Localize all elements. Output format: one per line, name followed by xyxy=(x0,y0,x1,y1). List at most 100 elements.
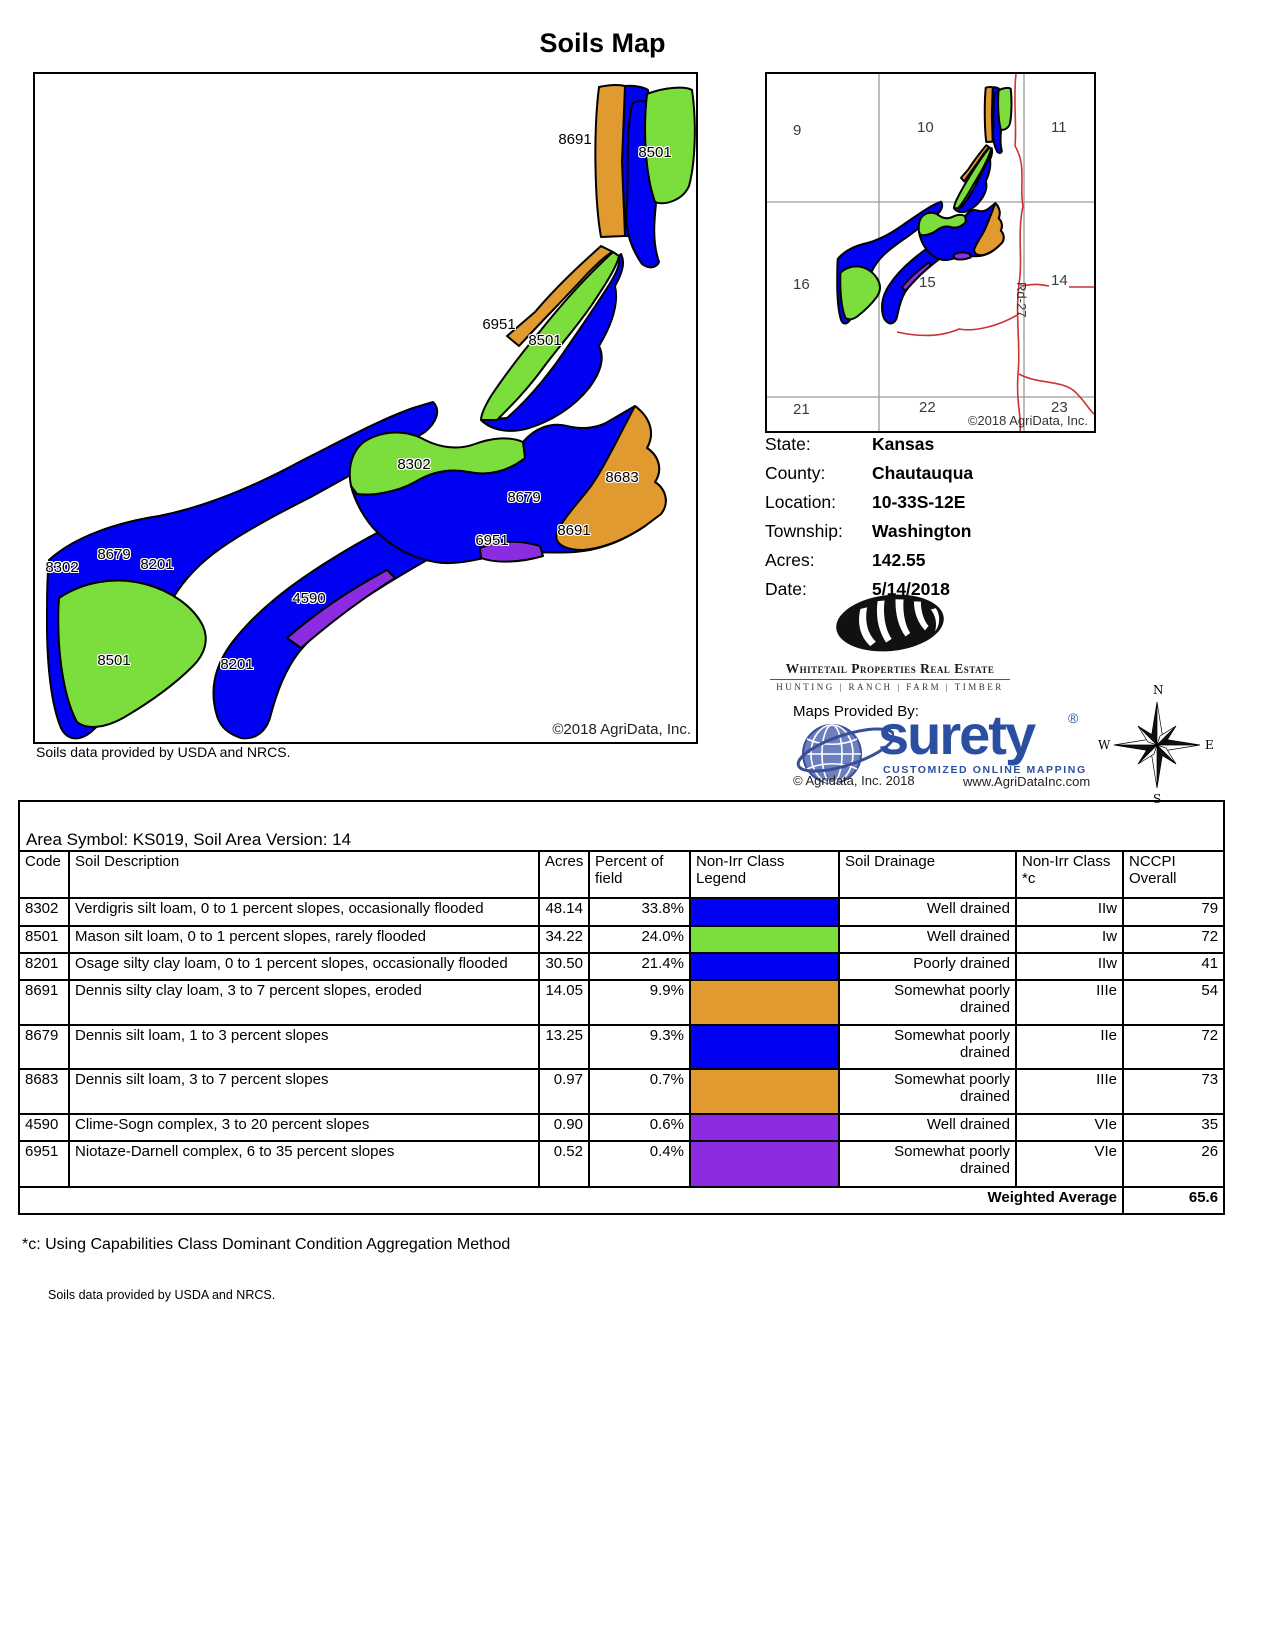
soil-code-label: 4590 xyxy=(292,590,326,607)
maps-provided-by-label: Maps Provided By: xyxy=(793,703,919,720)
cell-percent: 21.4% xyxy=(588,952,691,981)
cell-nonirr-class: IIe xyxy=(1015,1024,1124,1070)
cell-description: Dennis silt loam, 1 to 3 percent slopes xyxy=(68,1024,540,1070)
cell-nccpi: 41 xyxy=(1121,952,1226,981)
cell-nccpi: 73 xyxy=(1121,1068,1226,1115)
compass-east-label: E xyxy=(1205,738,1214,752)
compass-west-label: W xyxy=(1098,738,1111,752)
info-value: Kansas xyxy=(872,434,935,454)
soil-code-label: 8679 xyxy=(507,489,541,506)
map-copyright: ©2018 AgriData, Inc. xyxy=(552,721,691,738)
cell-acres: 14.05 xyxy=(538,979,590,1026)
info-label: State: xyxy=(765,434,811,454)
table-row: 8201 Osage silty clay loam, 0 to 1 perce… xyxy=(18,952,1226,981)
col-header-description: Soil Description xyxy=(68,850,540,899)
cell-nonirr-class: IIw xyxy=(1015,897,1124,927)
road-lines xyxy=(896,74,1094,431)
soils-data-table: Area Symbol: KS019, Soil Area Version: 1… xyxy=(17,800,1226,1215)
cell-code: 8501 xyxy=(18,925,70,954)
section-number: 14 xyxy=(1051,272,1068,289)
cell-percent: 24.0% xyxy=(588,925,691,954)
info-label: Township: xyxy=(765,521,843,541)
cell-code: 8691 xyxy=(18,979,70,1026)
info-row-county: County: Chautauqua xyxy=(765,459,1095,488)
weighted-average-value: 65.6 xyxy=(1121,1186,1226,1215)
section-number: 21 xyxy=(793,401,810,418)
cell-acres: 0.97 xyxy=(538,1068,590,1115)
whitetail-tagline: HUNTING | RANCH | FARM | TIMBER xyxy=(776,682,1004,692)
cell-percent: 9.9% xyxy=(588,979,691,1026)
cell-description: Dennis silt loam, 3 to 7 percent slopes xyxy=(68,1068,540,1115)
cell-drainage: Somewhat poorly drained xyxy=(838,1024,1017,1070)
col-header-acres: Acres xyxy=(538,850,590,899)
table-header-row: Code Soil Description Acres Percent of f… xyxy=(18,850,1226,899)
surety-logo: surety ® CUSTOMIZED ONLINE MAPPING xyxy=(790,703,1090,784)
cell-legend-swatch xyxy=(689,1068,840,1115)
cell-acres: 30.50 xyxy=(538,952,590,981)
cell-legend-swatch xyxy=(689,925,840,954)
info-value: 5/14/2018 xyxy=(872,579,950,599)
table-row: 8302 Verdigris silt loam, 0 to 1 percent… xyxy=(18,897,1226,927)
info-value: Chautauqua xyxy=(872,463,974,483)
cell-percent: 0.7% xyxy=(588,1068,691,1115)
info-label: County: xyxy=(765,463,826,483)
soils-map-canvas: 8691 8501 6951 8501 8302 8683 8679 8691 … xyxy=(33,72,698,744)
whitetail-paw-icon xyxy=(836,594,944,652)
section-number: 23 xyxy=(1051,399,1068,416)
cell-percent: 0.4% xyxy=(588,1140,691,1188)
weighted-average-label: Weighted Average xyxy=(18,1186,1124,1215)
soil-code-label: 8201 xyxy=(140,556,174,573)
soil-code-label: 8302 xyxy=(397,456,431,473)
cell-drainage: Somewhat poorly drained xyxy=(838,1140,1017,1188)
cell-legend-swatch xyxy=(689,1024,840,1070)
surety-globe-icon xyxy=(796,724,894,784)
col-header-legend: Non-Irr Class Legend xyxy=(689,850,840,899)
soil-code-label: 8683 xyxy=(605,469,639,486)
col-header-nccpi: NCCPI Overall xyxy=(1121,850,1226,899)
cell-description: Verdigris silt loam, 0 to 1 percent slop… xyxy=(68,897,540,927)
section-number: 15 xyxy=(919,274,936,291)
cell-drainage: Well drained xyxy=(838,897,1017,927)
surety-wordmark: surety xyxy=(878,703,1036,766)
cell-legend-swatch xyxy=(689,952,840,981)
section-number: 10 xyxy=(917,119,934,136)
table-row: 8501 Mason silt loam, 0 to 1 percent slo… xyxy=(18,925,1226,954)
cell-description: Osage silty clay loam, 0 to 1 percent sl… xyxy=(68,952,540,981)
cell-acres: 0.52 xyxy=(538,1140,590,1188)
cell-drainage: Somewhat poorly drained xyxy=(838,979,1017,1026)
table-row: 4590 Clime-Sogn complex, 3 to 20 percent… xyxy=(18,1113,1226,1142)
aggregation-method-footnote: *c: Using Capabilities Class Dominant Co… xyxy=(22,1236,511,1253)
cell-nonirr-class: IIw xyxy=(1015,952,1124,981)
area-symbol-title: Area Symbol: KS019, Soil Area Version: 1… xyxy=(17,800,1226,852)
info-label: Location: xyxy=(765,492,837,512)
cell-code: 4590 xyxy=(18,1113,70,1142)
cell-nccpi: 35 xyxy=(1121,1113,1226,1142)
surety-tagline: CUSTOMIZED ONLINE MAPPING xyxy=(883,764,1087,776)
cell-description: Dennis silty clay loam, 3 to 7 percent s… xyxy=(68,979,540,1026)
cell-nccpi: 72 xyxy=(1121,1024,1226,1070)
location-inset-map: Rd-27 9 10 11 16 15 14 21 22 23 ©2018 Ag… xyxy=(765,72,1096,433)
cell-drainage: Well drained xyxy=(838,1113,1017,1142)
info-row-township: Township: Washington xyxy=(765,517,1095,546)
cell-nonirr-class: Iw xyxy=(1015,925,1124,954)
inset-copyright: ©2018 AgriData, Inc. xyxy=(967,413,1088,428)
weighted-average-row: Weighted Average 65.6 xyxy=(18,1186,1226,1215)
section-number: 16 xyxy=(793,276,810,293)
soils-source-footnote: Soils data provided by USDA and NRCS. xyxy=(48,1288,276,1302)
cell-percent: 9.3% xyxy=(588,1024,691,1070)
soil-code-label: 8501 xyxy=(528,332,562,349)
cell-acres: 48.14 xyxy=(538,897,590,927)
info-row-acres: Acres: 142.55 xyxy=(765,546,1095,575)
cell-code: 8679 xyxy=(18,1024,70,1070)
info-value: Washington xyxy=(872,521,972,541)
cell-nccpi: 79 xyxy=(1121,897,1226,927)
table-title-row: Area Symbol: KS019, Soil Area Version: 1… xyxy=(17,800,1226,852)
table-row: 6951 Niotaze-Darnell complex, 6 to 35 pe… xyxy=(18,1140,1226,1188)
table-row: 8683 Dennis silt loam, 3 to 7 percent sl… xyxy=(18,1068,1226,1115)
col-header-drainage: Soil Drainage xyxy=(838,850,1017,899)
section-number: 22 xyxy=(919,399,936,416)
cell-drainage: Well drained xyxy=(838,925,1017,954)
info-value: 142.55 xyxy=(872,550,926,570)
cell-legend-swatch xyxy=(689,1113,840,1142)
info-row-date: Date: 5/14/2018 xyxy=(765,575,1095,604)
